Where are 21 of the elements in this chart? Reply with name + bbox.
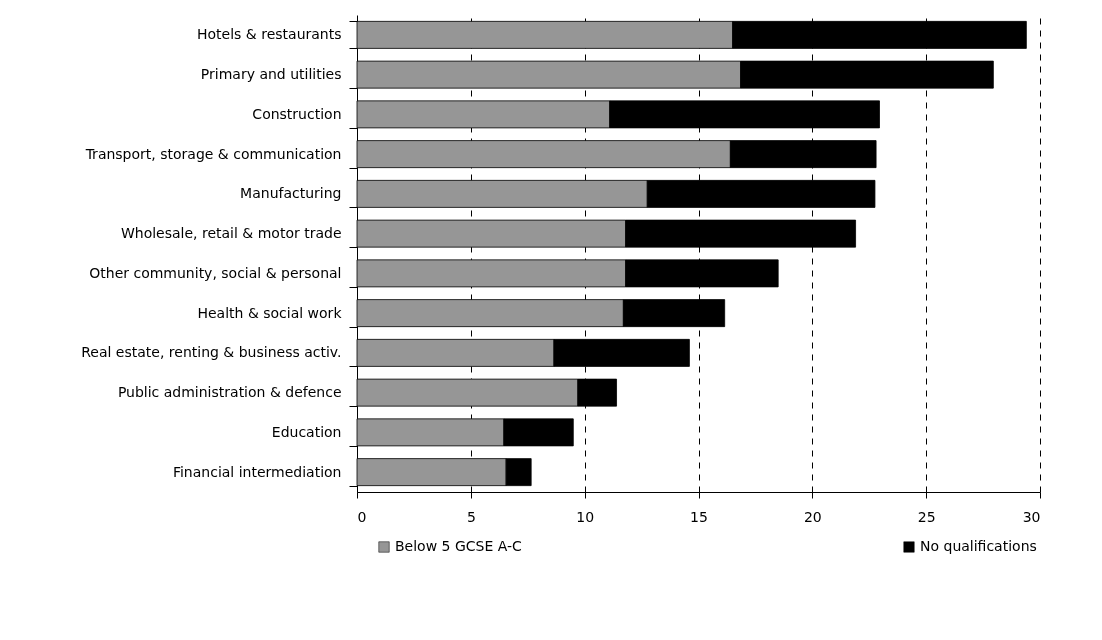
x-tick-label: 30	[1022, 508, 1041, 525]
y-tick-label: Education	[271, 423, 342, 440]
legend-label: No qualifications	[920, 538, 1037, 554]
y-tick-label: Wholesale, retail & motor trade	[120, 225, 342, 242]
x-tick-label: 25	[917, 508, 936, 525]
y-tick-label: Real estate, renting & business activ.	[81, 344, 342, 361]
y-tick-label: Construction	[252, 105, 342, 122]
y-tick-label: Health & social work	[197, 304, 343, 321]
y-tick-label: Manufacturing	[240, 185, 342, 202]
x-tick-label: 15	[690, 508, 708, 525]
y-tick-label: Primary and utilities	[200, 66, 342, 83]
x-tick-label: 0	[357, 508, 367, 525]
y-tick-label: Transport, storage & communication	[84, 145, 342, 162]
x-tick-label: 20	[803, 508, 822, 525]
y-tick-label: Public administration & defence	[117, 384, 342, 401]
y-tick-label: Other community, social & personal	[89, 264, 342, 281]
y-tick-label: Hotels & restaurants	[197, 26, 342, 43]
y-tick-label: Financial intermediation	[172, 463, 342, 480]
legend-label: Below 5 GCSE A-C	[395, 538, 523, 554]
x-tick-label: 10	[576, 508, 595, 525]
x-tick-label: 5	[466, 508, 476, 525]
